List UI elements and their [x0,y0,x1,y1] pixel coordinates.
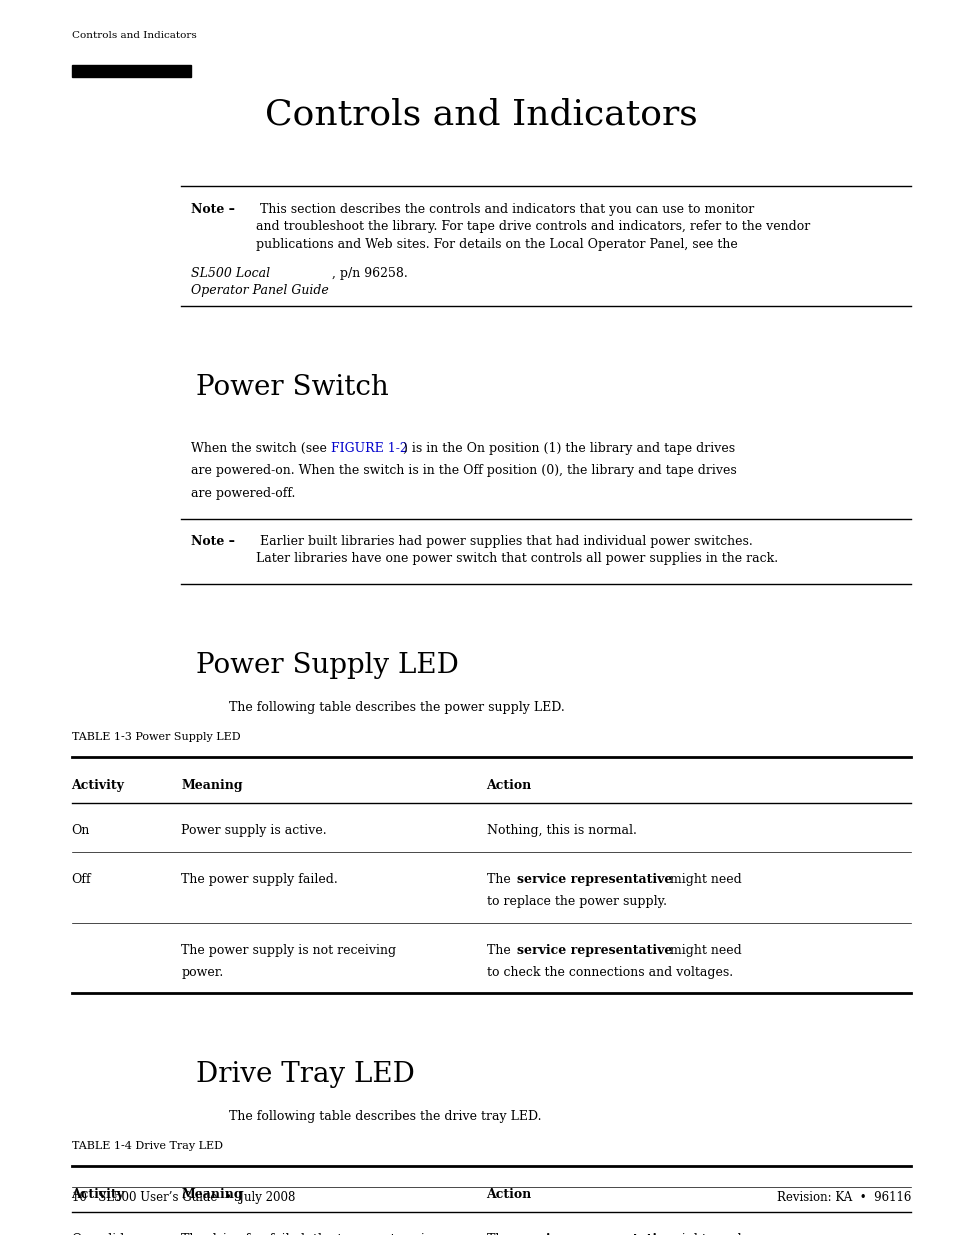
Text: The: The [486,873,514,887]
Text: Controls and Indicators: Controls and Indicators [71,31,196,40]
Text: Meaning: Meaning [181,1188,243,1202]
Text: Revision: KA  •  96116: Revision: KA • 96116 [776,1191,910,1204]
Text: Controls and Indicators: Controls and Indicators [265,98,698,132]
Text: Action: Action [486,779,531,793]
Text: service representative: service representative [517,1233,672,1235]
Text: service representative: service representative [517,944,672,957]
Text: The: The [486,944,514,957]
Text: ) is in the On position (1) the library and tape drives: ) is in the On position (1) the library … [402,442,734,456]
Text: might need: might need [665,944,740,957]
Text: are powered-off.: are powered-off. [191,487,294,500]
Text: On solid: On solid [71,1233,124,1235]
Text: power.: power. [181,966,223,979]
Text: The following table describes the drive tray LED.: The following table describes the drive … [229,1110,541,1124]
Text: This section describes the controls and indicators that you can use to monitor
a: This section describes the controls and … [255,203,809,251]
Text: Note –: Note – [191,535,234,548]
Text: Earlier built libraries had power supplies that had individual power switches.
L: Earlier built libraries had power suppli… [255,535,777,566]
Text: Power Switch: Power Switch [195,374,388,401]
Text: Note –: Note – [191,203,234,216]
Text: Off: Off [71,873,91,887]
Text: Drive Tray LED: Drive Tray LED [195,1061,414,1088]
Text: On: On [71,824,90,837]
Text: Meaning: Meaning [181,779,243,793]
Text: The following table describes the power supply LED.: The following table describes the power … [229,701,564,715]
Text: Power supply is active.: Power supply is active. [181,824,327,837]
Text: The power supply is not receiving: The power supply is not receiving [181,944,395,957]
Text: Nothing, this is normal.: Nothing, this is normal. [486,824,636,837]
Text: The power supply failed.: The power supply failed. [181,873,337,887]
Text: are powered-on. When the switch is in the Off position (0), the library and tape: are powered-on. When the switch is in th… [191,464,736,478]
Text: Activity: Activity [71,779,124,793]
Text: might need: might need [665,1233,740,1235]
Text: When the switch (see: When the switch (see [191,442,331,456]
Text: service representative: service representative [517,873,672,887]
Text: FIGURE 1-2: FIGURE 1-2 [331,442,407,456]
Text: The: The [486,1233,514,1235]
Bar [71,65,191,77]
Text: TABLE 1-3 Power Supply LED: TABLE 1-3 Power Supply LED [71,732,240,742]
Text: to replace the power supply.: to replace the power supply. [486,895,666,909]
Text: The drive fan failed, the temperature is: The drive fan failed, the temperature is [181,1233,431,1235]
Text: Power Supply LED: Power Supply LED [195,652,458,679]
Text: might need: might need [665,873,740,887]
Text: 10   SL500 User’s Guide  •  July 2008: 10 SL500 User’s Guide • July 2008 [71,1191,294,1204]
Text: to check the connections and voltages.: to check the connections and voltages. [486,966,732,979]
Text: , p/n 96258.: , p/n 96258. [332,267,407,280]
Text: Action: Action [486,1188,531,1202]
Text: Activity: Activity [71,1188,124,1202]
Text: SL500 Local
Operator Panel Guide: SL500 Local Operator Panel Guide [191,267,328,298]
Text: TABLE 1-4 Drive Tray LED: TABLE 1-4 Drive Tray LED [71,1141,222,1151]
